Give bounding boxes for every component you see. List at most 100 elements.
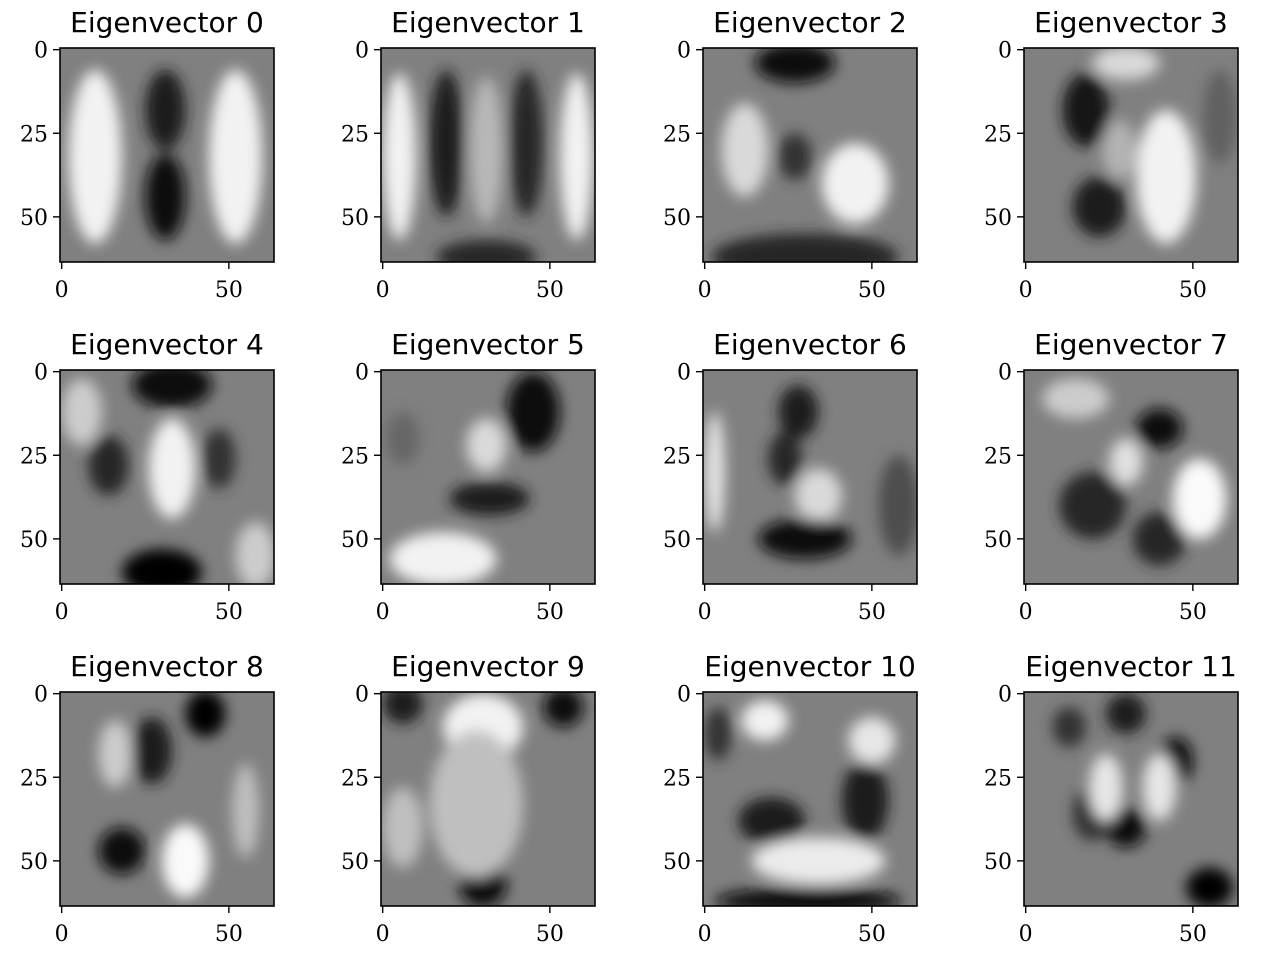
y-tick-label: 25 [663,444,691,469]
intensity-blob [1072,176,1126,237]
y-tick-label: 50 [341,206,369,231]
axes-frame [59,691,275,907]
panel-title: Eigenvector 3 [1034,6,1228,39]
panel-title: Eigenvector 4 [70,328,264,361]
eigen-image [60,370,274,584]
axes-frame [59,369,275,585]
y-tick-label: 50 [20,528,48,553]
intensity-blob [1105,807,1147,848]
eigen-image [60,692,274,906]
x-tick-label: 50 [858,600,886,625]
intensity-blob [429,730,524,878]
panel-eigenvector-2: Eigenvector 2 0 25 50 0 50 [663,6,918,303]
y-tick-label: 0 [677,361,691,386]
x-tick-label: 50 [215,922,243,947]
panel-title: Eigenvector 9 [391,650,585,683]
panel-eigenvector-4: Eigenvector 4 0 25 50 0 50 [20,328,275,625]
y-tick-label: 25 [20,766,48,791]
intensity-blob [704,411,725,533]
intensity-blob [98,720,132,788]
axes-frame [702,369,918,585]
panel-eigenvector-5: Eigenvector 5 0 25 50 0 50 [341,328,596,625]
intensity-blob [1136,408,1183,449]
intensity-blobs [382,692,584,906]
panel-title: Eigenvector 5 [391,328,585,361]
y-tick-label: 50 [984,850,1012,875]
intensity-blob [469,76,504,224]
y-tick-label: 0 [34,361,48,386]
axes-frame [702,691,918,907]
panel-title: Eigenvector 11 [1025,650,1237,683]
axes-frame [59,47,275,263]
intensity-blob [466,418,507,472]
eigen-image [60,48,274,262]
intensity-blob [202,428,236,489]
x-tick-label: 0 [55,922,69,947]
y-tick-label: 25 [341,766,369,791]
x-tick-label: 0 [55,600,69,625]
panel-title: Eigenvector 8 [70,650,264,683]
x-tick-label: 0 [698,922,712,947]
x-tick-label: 0 [55,278,69,303]
axes-frame [1023,47,1239,263]
y-tick-label: 50 [984,528,1012,553]
x-tick-label: 0 [376,600,390,625]
intensity-blob [436,240,537,262]
intensity-blob [741,700,789,741]
intensity-blobs [704,700,902,906]
intensity-blobs [386,371,560,584]
panel-title: Eigenvector 7 [1034,328,1228,361]
x-tick-label: 50 [858,278,886,303]
y-tick-label: 25 [984,766,1012,791]
panel-title: Eigenvector 0 [70,6,264,39]
axes-frame [702,47,918,263]
y-tick-label: 50 [663,528,691,553]
intensity-blob [131,370,213,409]
intensity-blob [429,69,463,217]
intensity-blob [88,435,129,496]
axes-frame [380,47,596,263]
intensity-blob [778,133,812,181]
intensity-blob [185,692,226,738]
intensity-blob [1102,119,1137,181]
intensity-blobs [704,385,917,559]
x-tick-label: 0 [698,278,712,303]
intensity-blob [382,787,423,868]
intensity-blob [1136,109,1197,244]
intensity-blobs [1062,48,1237,244]
intensity-blob [1109,438,1143,486]
panel-eigenvector-3: Eigenvector 3 0 25 50 0 50 [984,6,1239,303]
x-tick-label: 50 [1179,600,1207,625]
panel-eigenvector-9: Eigenvector 9 0 25 50 0 50 [341,650,596,947]
panel-eigenvector-10: Eigenvector 10 0 25 50 0 50 [663,650,918,947]
intensity-blob [711,233,899,262]
y-tick-label: 0 [34,39,48,64]
intensity-blob [145,153,186,241]
intensity-blob [1105,693,1147,734]
y-tick-label: 0 [34,683,48,708]
intensity-blob [758,518,852,559]
y-tick-label: 50 [984,206,1012,231]
intensity-blob [754,48,836,84]
intensity-blob [509,69,544,217]
y-tick-label: 25 [341,444,369,469]
intensity-blob [1089,753,1123,821]
x-tick-label: 0 [1019,600,1033,625]
axes-frame [380,369,596,585]
intensity-blob [559,73,594,241]
y-tick-label: 50 [663,206,691,231]
intensity-blob [235,522,274,584]
y-tick-label: 0 [998,361,1012,386]
axes-frame [380,691,596,907]
intensity-blob [794,468,842,523]
intensity-blob [506,371,560,452]
intensity-blob [714,887,902,906]
intensity-blob [1059,471,1126,539]
axes-frame [1023,369,1239,585]
x-tick-label: 50 [858,922,886,947]
y-tick-label: 25 [663,766,691,791]
intensity-blob [704,707,732,761]
panel-eigenvector-11: Eigenvector 11 0 25 50 0 50 [984,650,1239,947]
intensity-blob [1142,753,1177,821]
